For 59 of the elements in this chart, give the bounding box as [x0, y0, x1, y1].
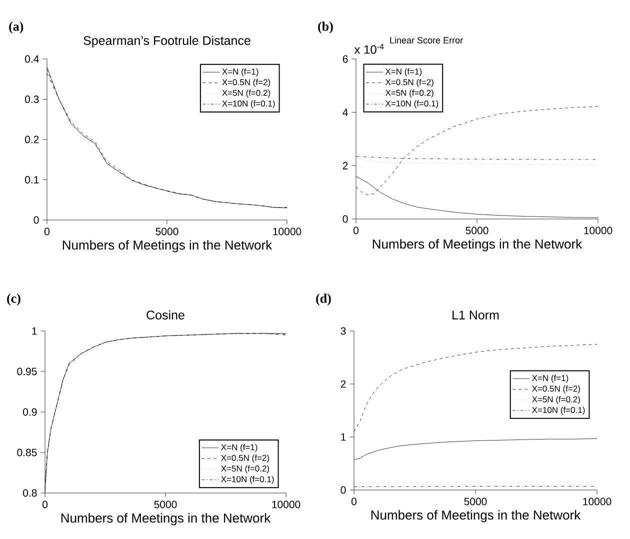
y-tick-label: 0.85 — [17, 448, 37, 456]
text: (d) — [316, 294, 331, 306]
x-axis-title: Numbers of Meetings in the Network — [62, 240, 272, 252]
chart-title: Cosine — [146, 310, 184, 320]
x-axis-title: Numbers of Meetings in the Network — [61, 513, 271, 526]
legend-label: X=N (f=1) — [385, 68, 422, 76]
y-tick-label: 0.2 — [25, 136, 39, 144]
y-tick-label: 0.9 — [23, 408, 37, 416]
legend-label: X=N (f=1) — [222, 68, 258, 76]
chart-title: Linear Score Error — [390, 36, 463, 44]
legend-label: X=5N (f=0.2) — [221, 465, 270, 474]
x-tick-label: 5000 — [466, 226, 488, 234]
legend-label: X=5N (f=0.2) — [532, 396, 580, 404]
x-axis-title: Numbers of Meetings in the Network — [372, 239, 582, 252]
legend-label: X=0.5N (f=2) — [222, 78, 270, 87]
legend-label: X=5N (f=0.2) — [385, 90, 434, 98]
text: (b) — [318, 22, 333, 34]
text: (a) — [9, 22, 24, 34]
x-axis-title: Numbers of Meetings in the Network — [371, 510, 581, 522]
y-tick-label: 2 — [342, 162, 348, 170]
legend-label: X=0.5N (f=2) — [532, 385, 580, 394]
text: (c) — [7, 294, 20, 306]
x-tick-label: 10000 — [583, 498, 612, 506]
legend-label: X=5N (f=0.2) — [222, 90, 270, 98]
y-tick-label: 0 — [34, 216, 39, 224]
y-tick-label: 3 — [340, 327, 346, 335]
legend-label: X=0.5N (f=2) — [385, 78, 434, 87]
legend-label: X=10N (f=0.1) — [385, 100, 438, 108]
x-tick-label: 5000 — [156, 228, 178, 236]
x-tick-label: 0 — [353, 226, 359, 234]
legend-label: X=10N (f=0.1) — [532, 406, 585, 415]
legend-label: X=10N (f=0.1) — [222, 100, 275, 108]
legend-label: X=N (f=1) — [221, 444, 258, 452]
y-tick-label: 6 — [342, 55, 348, 63]
chart-title: Spearman’s Footrule Distance — [84, 36, 250, 48]
text: x 10$^{-4}$ — [354, 44, 384, 54]
y-tick-label: 0.95 — [17, 368, 37, 376]
y-tick-label: 0 — [342, 215, 348, 223]
legend-label: X=10N (f=0.1) — [221, 476, 274, 484]
x-tick-label: 5000 — [464, 498, 487, 506]
y-tick-label: 2 — [340, 380, 346, 388]
x-tick-label: 10000 — [584, 226, 612, 234]
chart-title: L1 Norm — [452, 310, 499, 320]
y-tick-label: 0.8 — [23, 489, 37, 497]
legend-label: X=N (f=1) — [532, 374, 568, 383]
x-tick-label: 0 — [42, 500, 48, 508]
y-tick-label: 0 — [340, 486, 346, 494]
y-tick-label: 0.3 — [25, 96, 39, 103]
y-tick-label: 1 — [341, 433, 346, 441]
x-tick-label: 0 — [351, 498, 357, 506]
y-tick-label: 4 — [342, 108, 348, 116]
x-tick-label: 5000 — [154, 500, 177, 508]
x-tick-label: 10000 — [272, 500, 300, 508]
x-tick-label: 10000 — [273, 228, 302, 236]
x-tick-label: 0 — [44, 228, 50, 236]
y-tick-label: 0.4 — [25, 55, 39, 63]
y-tick-label: 0.1 — [25, 176, 39, 184]
y-tick-label: 1 — [32, 327, 37, 335]
legend-label: X=0.5N (f=2) — [221, 454, 270, 463]
